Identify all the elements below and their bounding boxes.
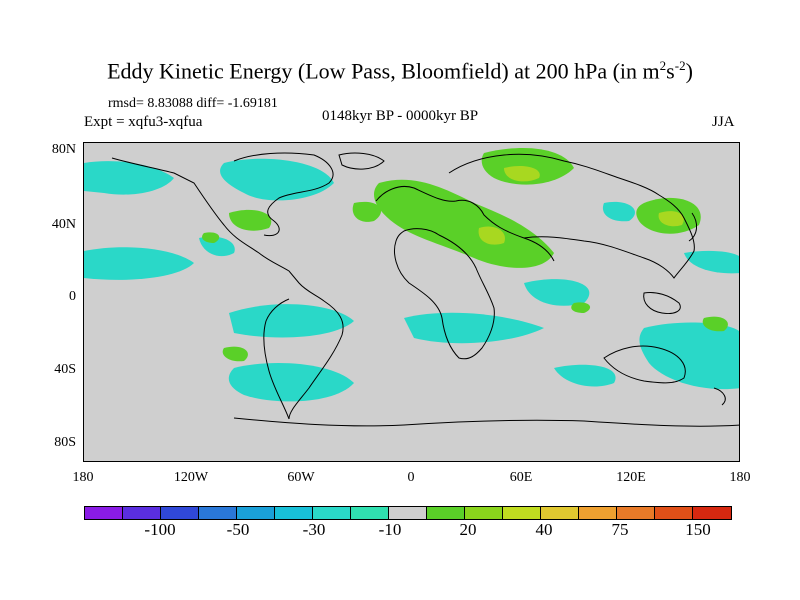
lat-label-0: 0 <box>69 289 76 304</box>
map-svg <box>84 148 739 427</box>
lon-label-0: 0 <box>407 470 415 485</box>
colorbar-swatch-5 <box>275 507 313 519</box>
colorbar-label-150: 150 <box>685 520 711 539</box>
colorbar-swatch-9 <box>427 507 465 519</box>
lat-label-80n: 80N <box>51 142 76 157</box>
season-label: JJA <box>712 114 735 130</box>
colorbar-label-40: 40 <box>535 520 553 539</box>
colorbar-label-neg10: -10 <box>378 520 402 539</box>
experiment-label: Expt = xqfu3-xqfua <box>84 114 203 130</box>
coastlines <box>111 152 739 427</box>
colorbar-label-neg100: -100 <box>144 520 176 539</box>
colorbar-swatch-12 <box>541 507 579 519</box>
colorbar-swatch-8 <box>389 507 427 519</box>
colorbar-swatch-7 <box>351 507 389 519</box>
colorbar-swatch-11 <box>503 507 541 519</box>
lon-label-60e: 60E <box>509 470 533 485</box>
colorbar-swatch-6 <box>313 507 351 519</box>
lon-label-120e: 120E <box>616 470 646 485</box>
strong-positive-core <box>478 166 684 245</box>
colorbar-swatch-16 <box>693 507 731 519</box>
colorbar-label-neg30: -30 <box>302 520 326 539</box>
colorbar-swatch-4 <box>237 507 275 519</box>
colorbar-swatch-13 <box>579 507 617 519</box>
period-label: 0148kyr BP - 0000kyr BP <box>322 108 479 124</box>
colorbar-swatch-0 <box>85 507 123 519</box>
map-panel <box>83 142 740 462</box>
colorbar <box>84 506 732 520</box>
lon-label-180e: 180 <box>729 470 751 485</box>
colorbar-swatch-1 <box>123 507 161 519</box>
lat-label-40n: 40N <box>51 217 76 232</box>
lon-label-60w: 60W <box>287 470 315 485</box>
lon-label-120w: 120W <box>173 470 209 485</box>
plot-title: Eddy Kinetic Energy (Low Pass, Bloomfiel… <box>107 58 693 84</box>
colorbar-swatch-10 <box>465 507 503 519</box>
colorbar-swatch-2 <box>161 507 199 519</box>
colorbar-swatch-15 <box>655 507 693 519</box>
colorbar-swatch-3 <box>199 507 237 519</box>
lon-label-180w: 180 <box>72 470 94 485</box>
colorbar-label-75: 75 <box>611 520 629 539</box>
stats-label: rmsd= 8.83088 diff= -1.69181 <box>108 96 278 111</box>
colorbar-label-20: 20 <box>459 520 477 539</box>
negative-anomaly-fields <box>84 158 739 402</box>
lat-label-80s: 80S <box>54 435 76 450</box>
colorbar-swatch-14 <box>617 507 655 519</box>
colorbar-label-neg50: -50 <box>226 520 250 539</box>
lat-label-40s: 40S <box>54 362 76 377</box>
